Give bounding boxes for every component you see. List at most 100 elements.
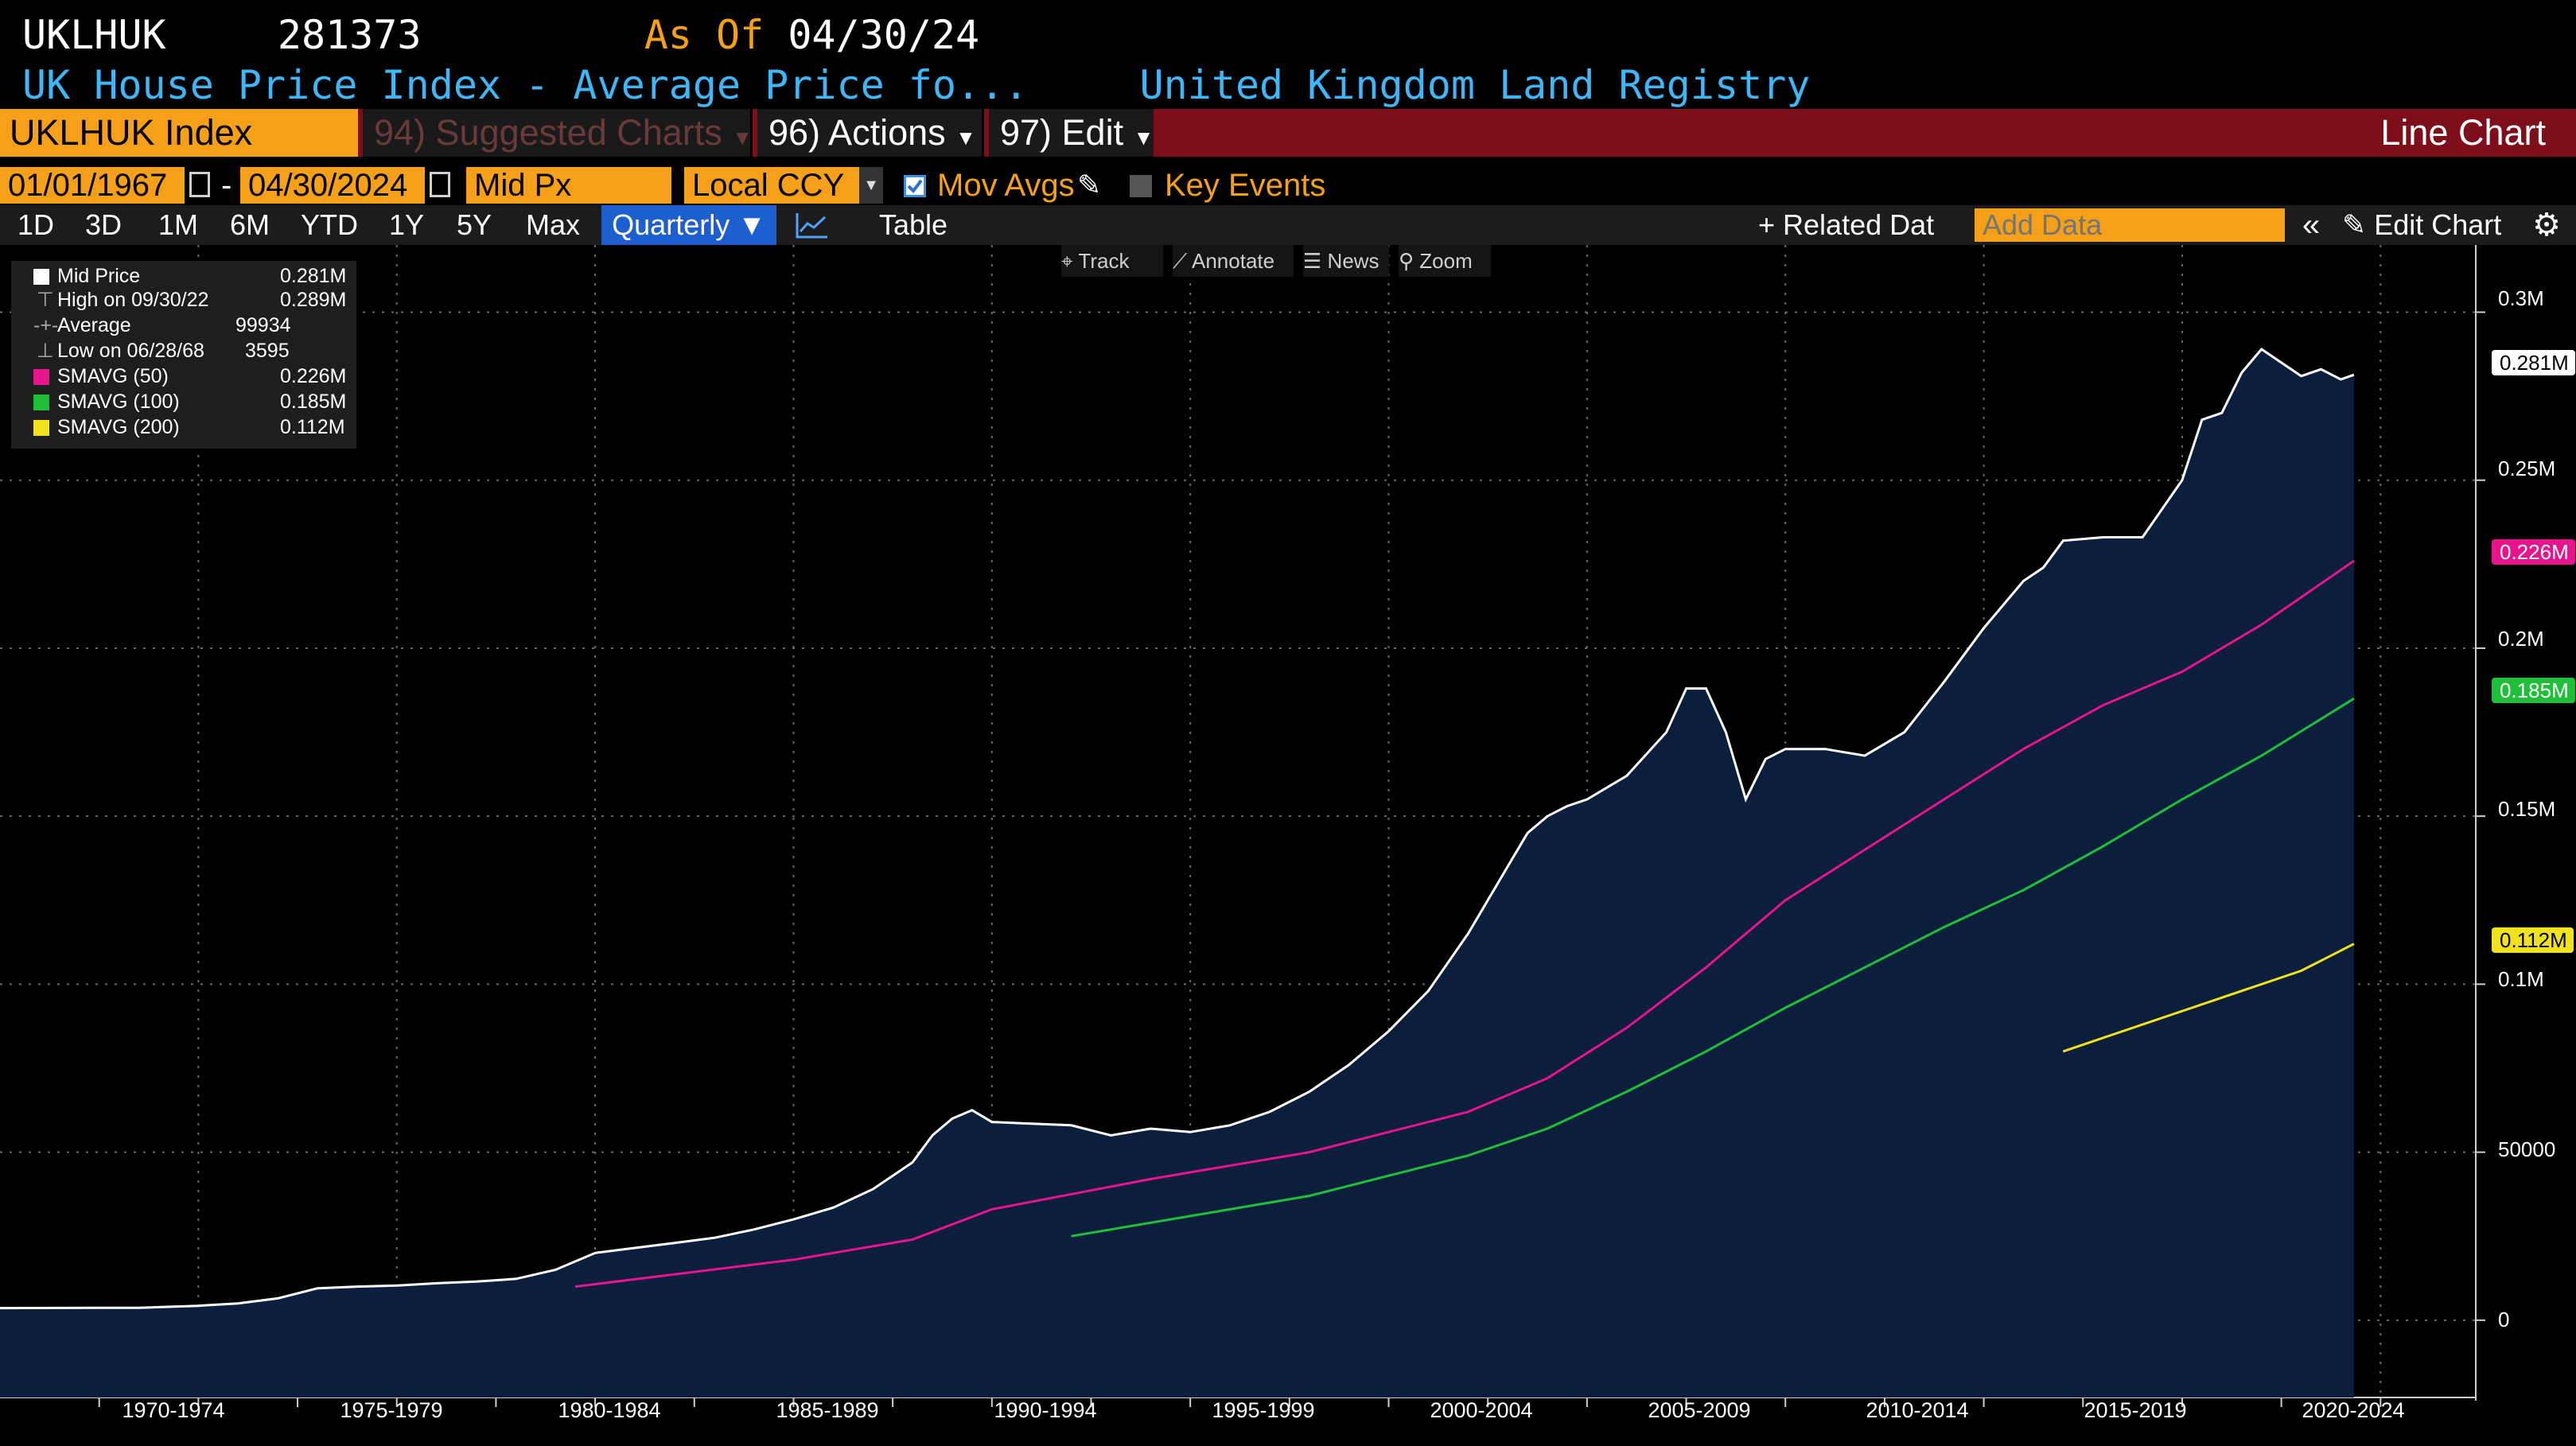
command-bar: UKLHUK Index 94) Suggested Charts ▼ 96) …: [0, 109, 2576, 157]
legend-value: 0.226M: [280, 365, 347, 387]
key-events-checkbox[interactable]: [1130, 175, 1152, 197]
add-data-input[interactable]: [1975, 208, 2285, 242]
legend-label: Average: [57, 314, 131, 336]
smavg-50-line: [574, 559, 2355, 1289]
field-selector[interactable]: Mid Px: [466, 167, 671, 204]
as-of-label: As Of: [644, 12, 765, 58]
x-tick-label: 1970-1974: [122, 1398, 225, 1422]
track-button[interactable]: ⌖ Track: [1061, 245, 1163, 277]
legend-value: 0.185M: [280, 391, 347, 413]
calendar-icon[interactable]: [189, 172, 210, 197]
legend-value: 3595: [245, 340, 290, 362]
start-date-field[interactable]: 01/01/1967: [0, 167, 185, 204]
x-tick-label: 2010-2014: [1866, 1398, 1969, 1422]
mov-avgs-checkbox[interactable]: [904, 175, 926, 197]
range-5y[interactable]: 5Y: [456, 208, 492, 241]
smavg-100-line: [1071, 698, 2355, 1238]
legend-label: High on 09/30/22: [57, 289, 209, 311]
range-max[interactable]: Max: [525, 208, 580, 241]
y-tick-label: 0.2M: [2498, 627, 2544, 651]
y-tick-label: 0.3M: [2498, 286, 2544, 310]
collapse-left-icon[interactable]: «: [2302, 208, 2321, 243]
chevron-down-icon: ▼: [1133, 126, 1154, 150]
edit-label: 97) Edit: [1000, 112, 1124, 153]
chart-area[interactable]: [0, 245, 2576, 1446]
news-button[interactable]: ☰ News: [1303, 245, 1389, 277]
gear-icon[interactable]: ⚙: [2532, 208, 2561, 243]
security-description: UK House Price Index - Average Price fo.…: [22, 62, 1029, 108]
legend-value: 0.289M: [280, 289, 347, 311]
legend-value: 0.112M: [280, 416, 345, 438]
legend-swatch-price: [33, 269, 49, 285]
table-button[interactable]: Table: [878, 208, 948, 241]
x-tick-label: 2015-2019: [2084, 1398, 2187, 1422]
annotate-label: Annotate: [1192, 249, 1275, 273]
pencil-icon[interactable]: ✎: [1077, 169, 1102, 201]
x-tick-label: 1995-1999: [1212, 1398, 1315, 1422]
legend-label: SMAVG (200): [57, 416, 180, 438]
line-chart-icon[interactable]: [788, 205, 837, 245]
price-end-tag: 0.281M: [2492, 350, 2575, 375]
annotate-button[interactable]: ⟋ Annotate: [1173, 245, 1294, 277]
y-tick-label: 0.15M: [2498, 797, 2556, 821]
magnifier-icon: ⚲: [1399, 249, 1414, 273]
edit-chart-label: Edit Chart: [2374, 208, 2502, 241]
x-tick-label: 1985-1989: [776, 1398, 879, 1422]
smavg100-end-tag: 0.185M: [2492, 678, 2575, 703]
y-tick-label: 0: [2498, 1308, 2510, 1331]
pencil-icon: ✎: [2342, 208, 2367, 241]
suggested-charts-label: 94) Suggested Charts: [374, 112, 722, 153]
key-events-label: Key Events: [1165, 168, 1326, 203]
range-1y[interactable]: 1Y: [388, 208, 425, 241]
y-tick-label: 0.25M: [2498, 457, 2556, 480]
ticker: UKLHUK: [22, 12, 166, 58]
x-tick-label: 2020-2024: [2302, 1398, 2405, 1422]
x-tick-label: 1975-1979: [340, 1398, 443, 1422]
x-tick-label: 2000-2004: [1430, 1398, 1533, 1422]
legend-swatch-smavg100: [33, 395, 49, 410]
low-marker-icon: ⊥: [37, 340, 54, 362]
range-ytd[interactable]: YTD: [301, 208, 358, 241]
x-tick-label: 1980-1984: [558, 1398, 661, 1422]
related-data-button[interactable]: + Related Dat: [1758, 208, 1935, 241]
edit-chart-button[interactable]: ✎ Edit Chart: [2342, 205, 2517, 245]
currency-selector[interactable]: Local CCY: [684, 167, 859, 204]
x-tick-label: 1990-1994: [994, 1398, 1097, 1422]
price-line: [0, 348, 2355, 1310]
news-label: News: [1327, 249, 1379, 273]
chevron-down-icon[interactable]: ▼: [859, 167, 883, 204]
end-date-field[interactable]: 04/30/2024: [240, 167, 425, 204]
zoom-label: Zoom: [1419, 249, 1473, 273]
legend-value: 0.281M: [280, 265, 347, 287]
range-1d[interactable]: 1D: [17, 208, 55, 241]
y-tick-label: 50000: [2498, 1137, 2556, 1161]
legend-label: Low on 06/28/68: [57, 340, 204, 362]
annotate-icon: ⟋: [1173, 249, 1188, 273]
suggested-charts-menu[interactable]: 94) Suggested Charts ▼: [363, 109, 753, 157]
legend-label: SMAVG (100): [57, 391, 180, 413]
data-source: United Kingdom Land Registry: [1139, 62, 1811, 108]
legend-label: SMAVG (50): [57, 365, 169, 387]
security-header: UKLHUK 281373 As Of 04/30/24: [22, 10, 979, 60]
high-marker-icon: ⊤: [37, 289, 54, 311]
check-icon: [907, 179, 923, 194]
edit-menu[interactable]: 97) Edit ▼: [989, 109, 1154, 157]
calendar-icon[interactable]: [430, 172, 450, 197]
smavg50-end-tag: 0.226M: [2492, 539, 2575, 565]
news-icon: ☰: [1303, 249, 1322, 273]
actions-menu[interactable]: 96) Actions ▼: [757, 109, 984, 157]
smavg200-end-tag: 0.112M: [2492, 927, 2574, 953]
chart-legend: [11, 261, 356, 449]
smavg-200-line: [2062, 943, 2355, 1053]
security-box[interactable]: UKLHUK Index: [0, 109, 358, 157]
period-selector[interactable]: Quarterly ▼: [601, 205, 776, 245]
legend-swatch-smavg200: [33, 420, 49, 436]
range-1m[interactable]: 1M: [158, 208, 198, 241]
chart-type-label: Line Chart: [2380, 112, 2546, 153]
y-tick-label: 0.1M: [2498, 967, 2544, 991]
range-6m[interactable]: 6M: [229, 208, 270, 241]
range-3d[interactable]: 3D: [84, 208, 123, 241]
date-dash: -: [221, 168, 232, 203]
legend-label: Mid Price: [57, 265, 141, 287]
zoom-button[interactable]: ⚲ Zoom: [1399, 245, 1491, 277]
